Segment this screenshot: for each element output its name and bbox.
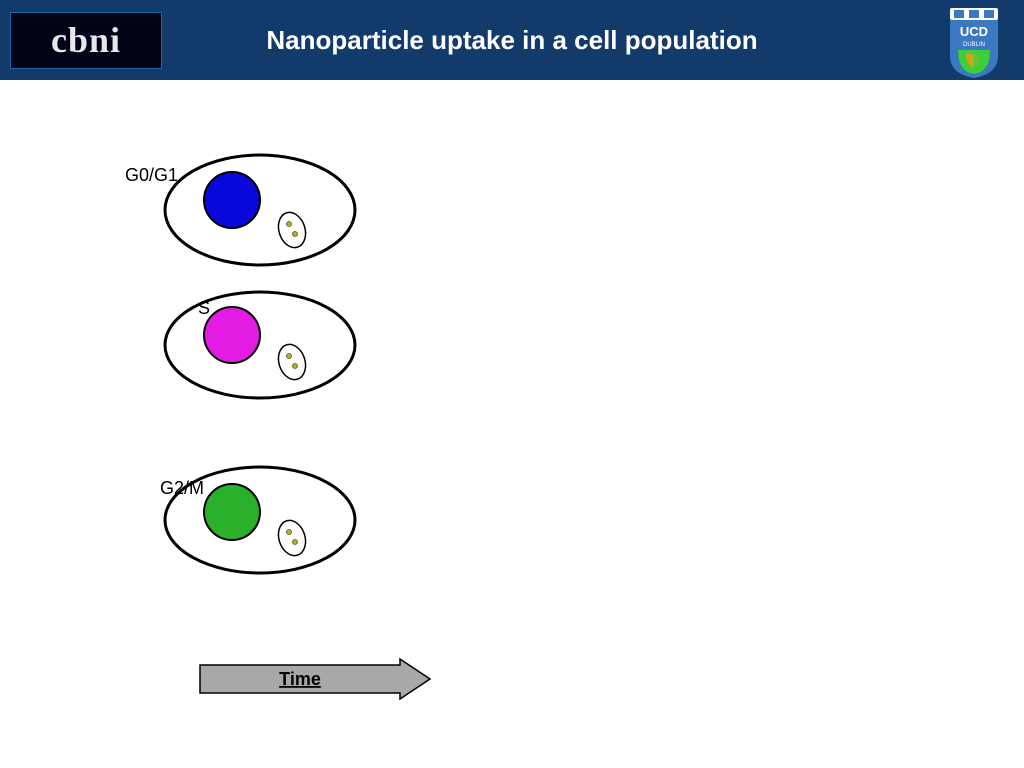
nanoparticle-dot bbox=[287, 354, 292, 359]
ucd-sublabel: DUBLIN bbox=[963, 42, 985, 48]
nanoparticle-dot bbox=[293, 540, 298, 545]
cbni-logo: cbni bbox=[10, 12, 162, 69]
ucd-label: UCD bbox=[960, 24, 988, 39]
cbni-logo-text: cbni bbox=[51, 19, 121, 61]
cell-label: G0/G1 bbox=[125, 165, 178, 186]
nanoparticle-dot bbox=[293, 232, 298, 237]
cell-membrane bbox=[165, 155, 355, 265]
nanoparticle-dot bbox=[287, 222, 292, 227]
header-bar: cbni Nanoparticle uptake in a cell popul… bbox=[0, 0, 1024, 80]
page-title: Nanoparticle uptake in a cell population bbox=[266, 25, 757, 56]
cell-membrane bbox=[165, 292, 355, 398]
nanoparticle-dot bbox=[293, 364, 298, 369]
ucd-logo: UCD DUBLIN bbox=[944, 8, 1004, 85]
cell-nucleus bbox=[204, 484, 260, 540]
cell-nucleus bbox=[204, 172, 260, 228]
nanoparticle-dot bbox=[287, 530, 292, 535]
ucd-crest-icon: UCD DUBLIN bbox=[944, 8, 1004, 80]
time-arrow-label: Time bbox=[279, 669, 321, 689]
cell-label: G2/M bbox=[160, 478, 204, 499]
cell-label: S bbox=[198, 298, 210, 319]
cell-nucleus bbox=[204, 307, 260, 363]
